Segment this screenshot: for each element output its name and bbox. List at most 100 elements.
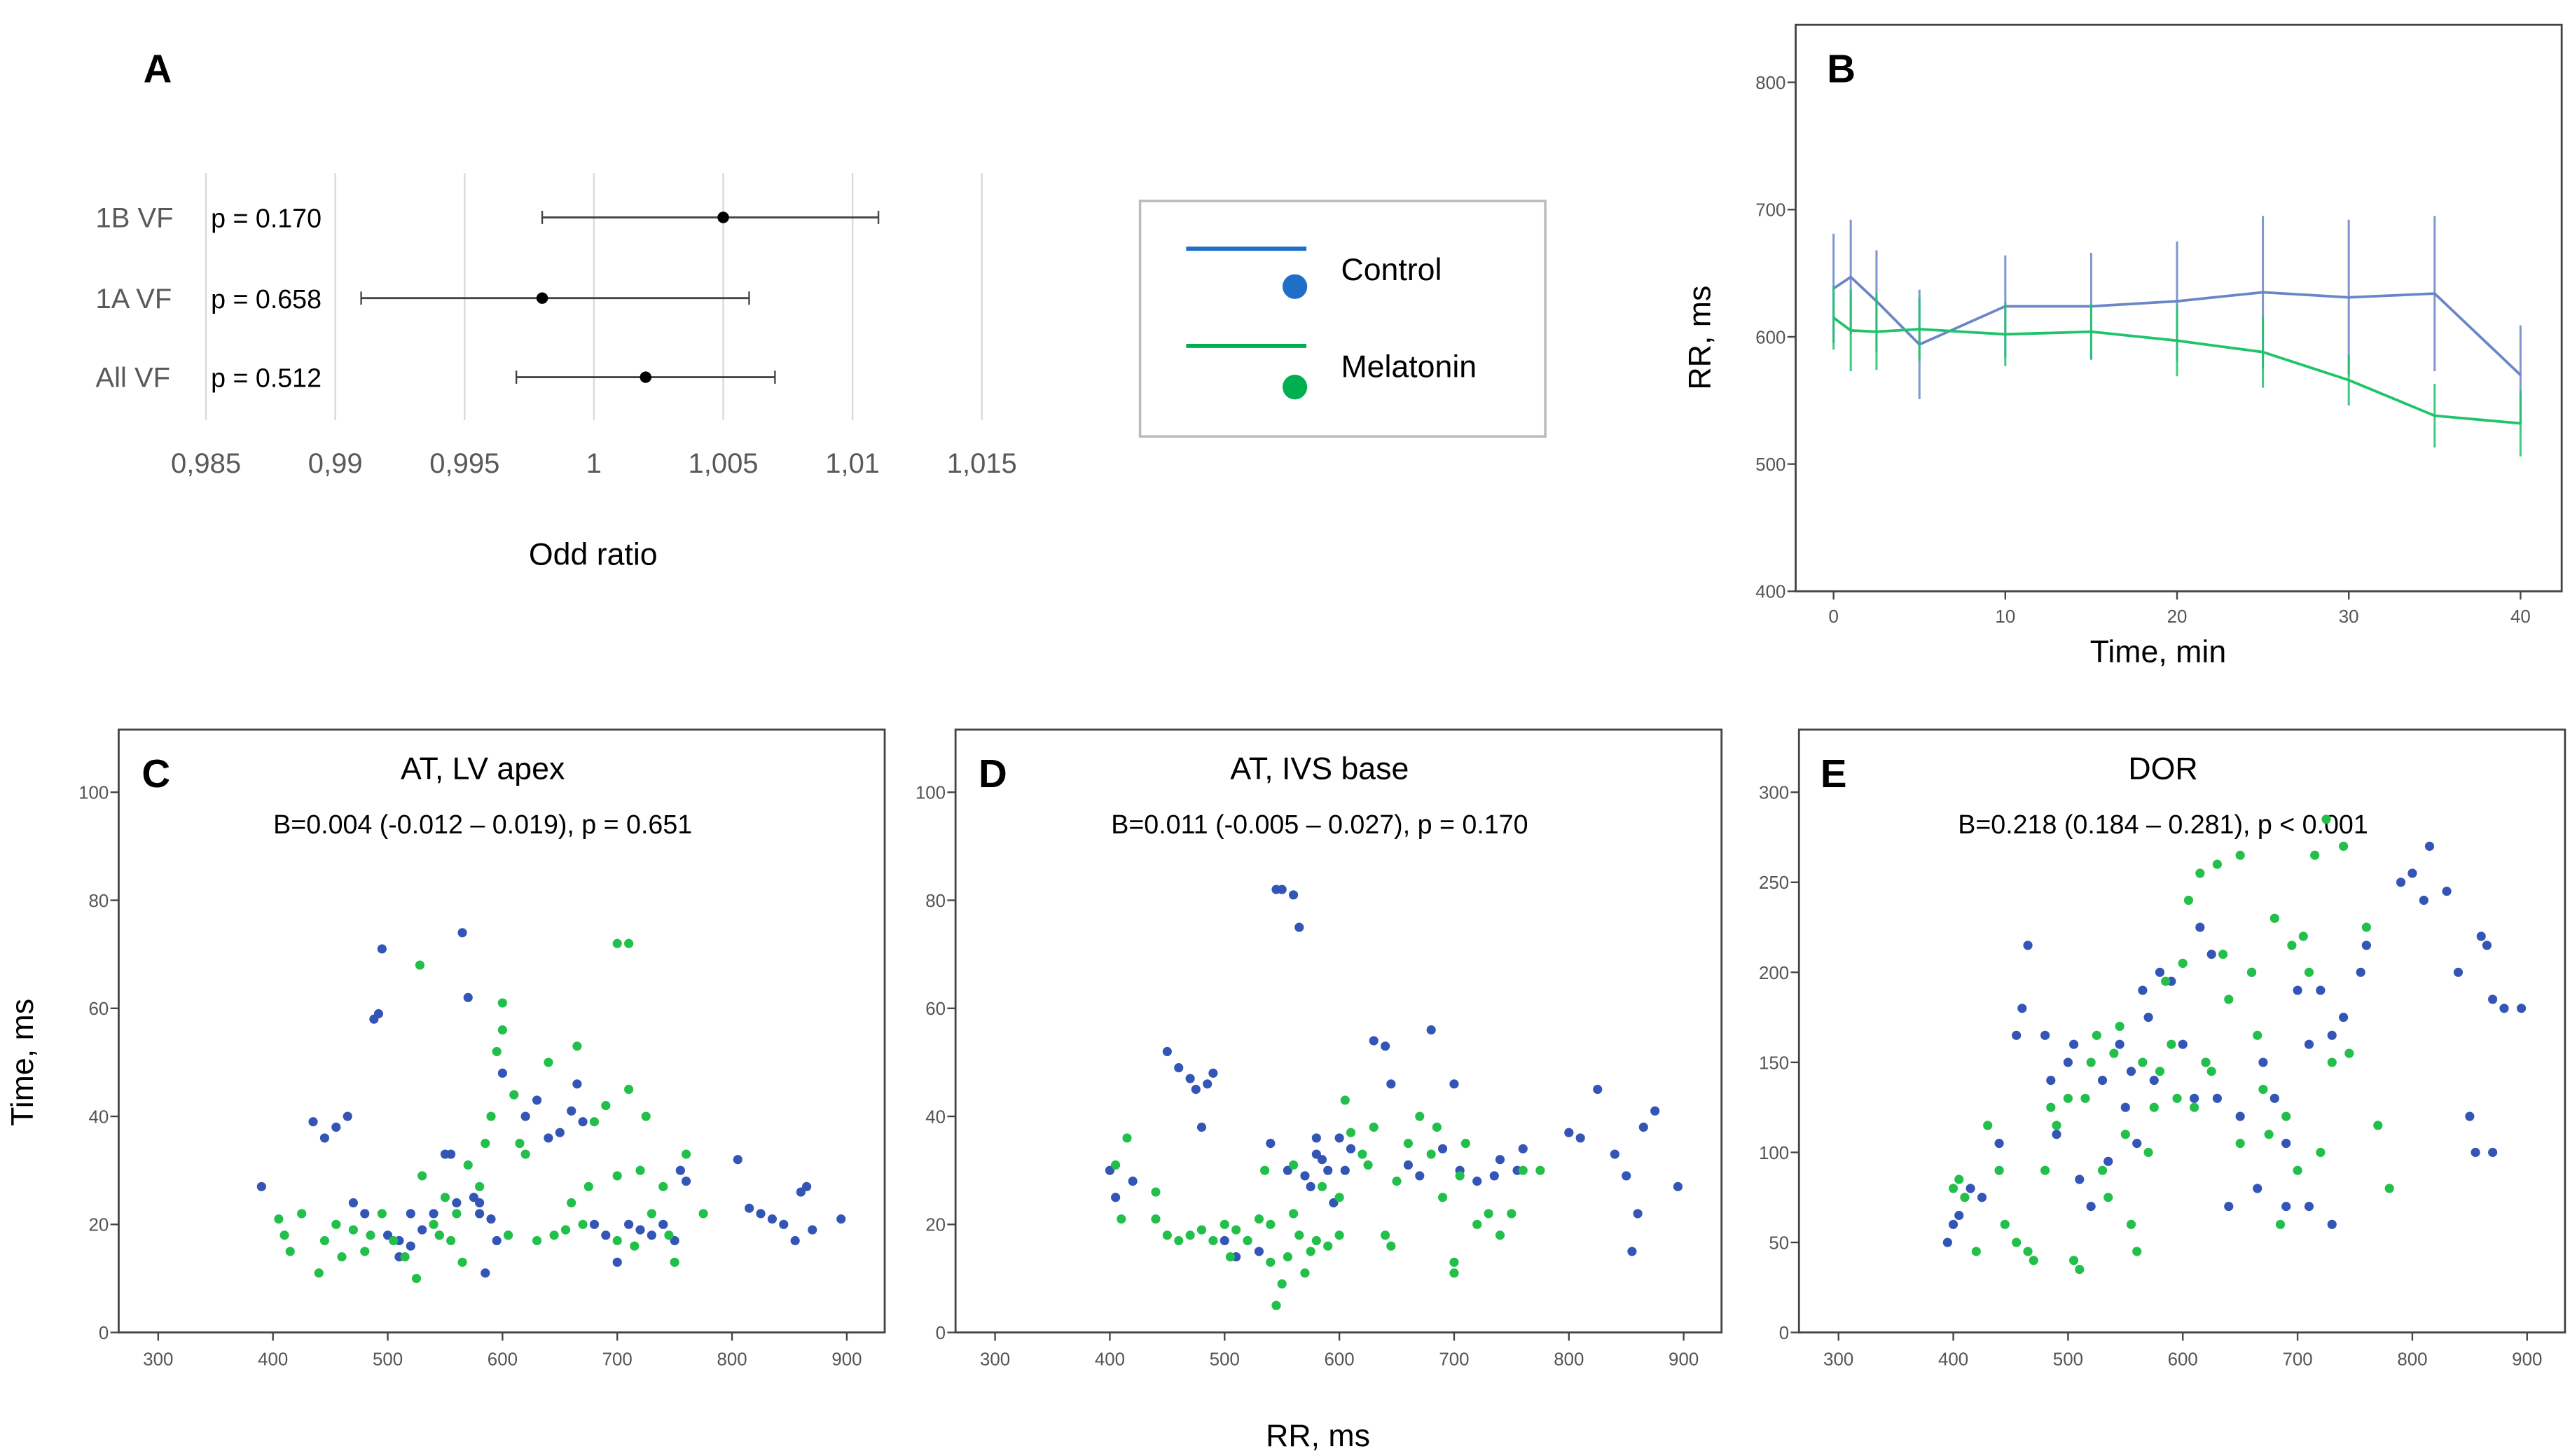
control-point bbox=[2356, 967, 2365, 977]
y-tick-label: 0 bbox=[936, 1324, 946, 1343]
control-point bbox=[2103, 1156, 2113, 1166]
control-point bbox=[601, 1230, 611, 1240]
control-point bbox=[457, 928, 467, 938]
control-point bbox=[2304, 1202, 2314, 1212]
melatonin-point bbox=[2195, 868, 2205, 878]
control-point bbox=[1288, 890, 1299, 900]
melatonin-point bbox=[2339, 841, 2349, 851]
panel-c-ylabel: Time, ms bbox=[6, 999, 40, 1126]
melatonin-point bbox=[1231, 1225, 1241, 1235]
panel-b-label: B bbox=[1827, 47, 1856, 91]
control-point bbox=[486, 1214, 496, 1224]
control-point bbox=[2132, 1139, 2142, 1149]
control-point bbox=[1942, 1237, 1952, 1247]
x-tick-label: 10 bbox=[1995, 607, 2015, 627]
melatonin-point bbox=[1260, 1165, 1270, 1175]
control-point bbox=[2482, 941, 2492, 950]
melatonin-point bbox=[2069, 1256, 2079, 1266]
melatonin-point bbox=[2246, 967, 2257, 977]
melatonin-point bbox=[1426, 1149, 1436, 1159]
melatonin-point bbox=[1288, 1209, 1299, 1219]
melatonin-point bbox=[1196, 1225, 1207, 1235]
control-point bbox=[377, 944, 387, 954]
control-point bbox=[2143, 1013, 2153, 1022]
control-point bbox=[544, 1133, 553, 1143]
control-point bbox=[1650, 1106, 1660, 1116]
melatonin-point bbox=[2327, 1058, 2337, 1067]
melatonin-point bbox=[497, 998, 507, 1008]
melatonin-point bbox=[1357, 1149, 1367, 1159]
control-point bbox=[2424, 841, 2435, 851]
x-tick-label: 300 bbox=[980, 1350, 1010, 1370]
y-tick-label: 100 bbox=[1759, 1144, 1789, 1163]
melatonin-point bbox=[2040, 1165, 2050, 1175]
legend-box bbox=[1138, 200, 1547, 438]
control-point bbox=[1673, 1181, 1683, 1191]
melatonin-point bbox=[612, 1171, 622, 1181]
control-point bbox=[733, 1155, 742, 1165]
control-point bbox=[1311, 1149, 1321, 1159]
melatonin-series-line bbox=[1832, 317, 2521, 425]
melatonin-point bbox=[1960, 1193, 1970, 1202]
control-point bbox=[520, 1111, 530, 1121]
control-point bbox=[572, 1079, 582, 1089]
control-point bbox=[745, 1203, 754, 1213]
melatonin-point bbox=[400, 1252, 410, 1262]
x-tick-label: 700 bbox=[602, 1350, 633, 1370]
control-point bbox=[1334, 1133, 1344, 1143]
control-point bbox=[1323, 1165, 1333, 1175]
melatonin-point bbox=[1518, 1165, 1528, 1175]
control-point bbox=[2270, 1093, 2279, 1103]
panel-d-label: D bbox=[979, 751, 1007, 796]
x-tick-label: 700 bbox=[2283, 1350, 2313, 1370]
melatonin-point bbox=[1254, 1214, 1264, 1224]
control-point bbox=[2178, 1039, 2188, 1049]
p-value: p = 0.512 bbox=[211, 363, 322, 393]
melatonin-point bbox=[1455, 1171, 1465, 1181]
melatonin-point bbox=[2212, 859, 2222, 869]
control-point bbox=[1403, 1160, 1414, 1170]
melatonin-point bbox=[1369, 1122, 1379, 1132]
control-point bbox=[2516, 1004, 2527, 1013]
melatonin-point bbox=[337, 1252, 347, 1262]
x-tick-label: 400 bbox=[1095, 1350, 1125, 1370]
control-point bbox=[1381, 1041, 1390, 1051]
panel-b-ylabel: RR, ms bbox=[1683, 286, 1717, 390]
melatonin-point bbox=[2092, 1030, 2101, 1040]
melatonin-point bbox=[1266, 1257, 1276, 1267]
control-point bbox=[2063, 1058, 2073, 1067]
melatonin-point bbox=[589, 1117, 600, 1127]
melatonin-point bbox=[377, 1209, 387, 1219]
melatonin-point bbox=[1151, 1187, 1161, 1197]
panel-a-xlabel: Odd ratio bbox=[529, 538, 658, 572]
melatonin-point bbox=[497, 1025, 507, 1035]
melatonin-point bbox=[2143, 1147, 2153, 1158]
melatonin-point bbox=[520, 1149, 530, 1159]
melatonin-point bbox=[2097, 1165, 2108, 1175]
melatonin-point bbox=[1983, 1121, 1993, 1130]
y-tick-label: 400 bbox=[1755, 583, 1785, 602]
control-point bbox=[1954, 1210, 1964, 1221]
control-point bbox=[1191, 1084, 1201, 1095]
control-point bbox=[1294, 922, 1304, 932]
melatonin-point bbox=[583, 1181, 593, 1191]
control-point bbox=[2023, 941, 2033, 950]
control-point bbox=[406, 1209, 415, 1219]
control-point bbox=[481, 1268, 490, 1278]
melatonin-point bbox=[2373, 1121, 2383, 1130]
melatonin-point bbox=[509, 1090, 519, 1100]
regression-stats: B=0.011 (-0.005 – 0.027), p = 0.170 bbox=[1111, 810, 1528, 839]
x-tick-label: 0,99 bbox=[308, 448, 363, 479]
control-point bbox=[1489, 1171, 1499, 1181]
control-point bbox=[406, 1241, 415, 1251]
melatonin-point bbox=[1437, 1193, 1448, 1202]
row-label: All VF bbox=[95, 363, 170, 394]
control-point bbox=[796, 1187, 806, 1197]
y-tick-label: 800 bbox=[1755, 74, 1785, 93]
control-point bbox=[1340, 1165, 1350, 1175]
melatonin-point bbox=[389, 1235, 399, 1246]
melatonin-point bbox=[434, 1230, 444, 1240]
control-point bbox=[836, 1214, 846, 1224]
control-point bbox=[2149, 1076, 2159, 1086]
control-point bbox=[2046, 1076, 2056, 1086]
